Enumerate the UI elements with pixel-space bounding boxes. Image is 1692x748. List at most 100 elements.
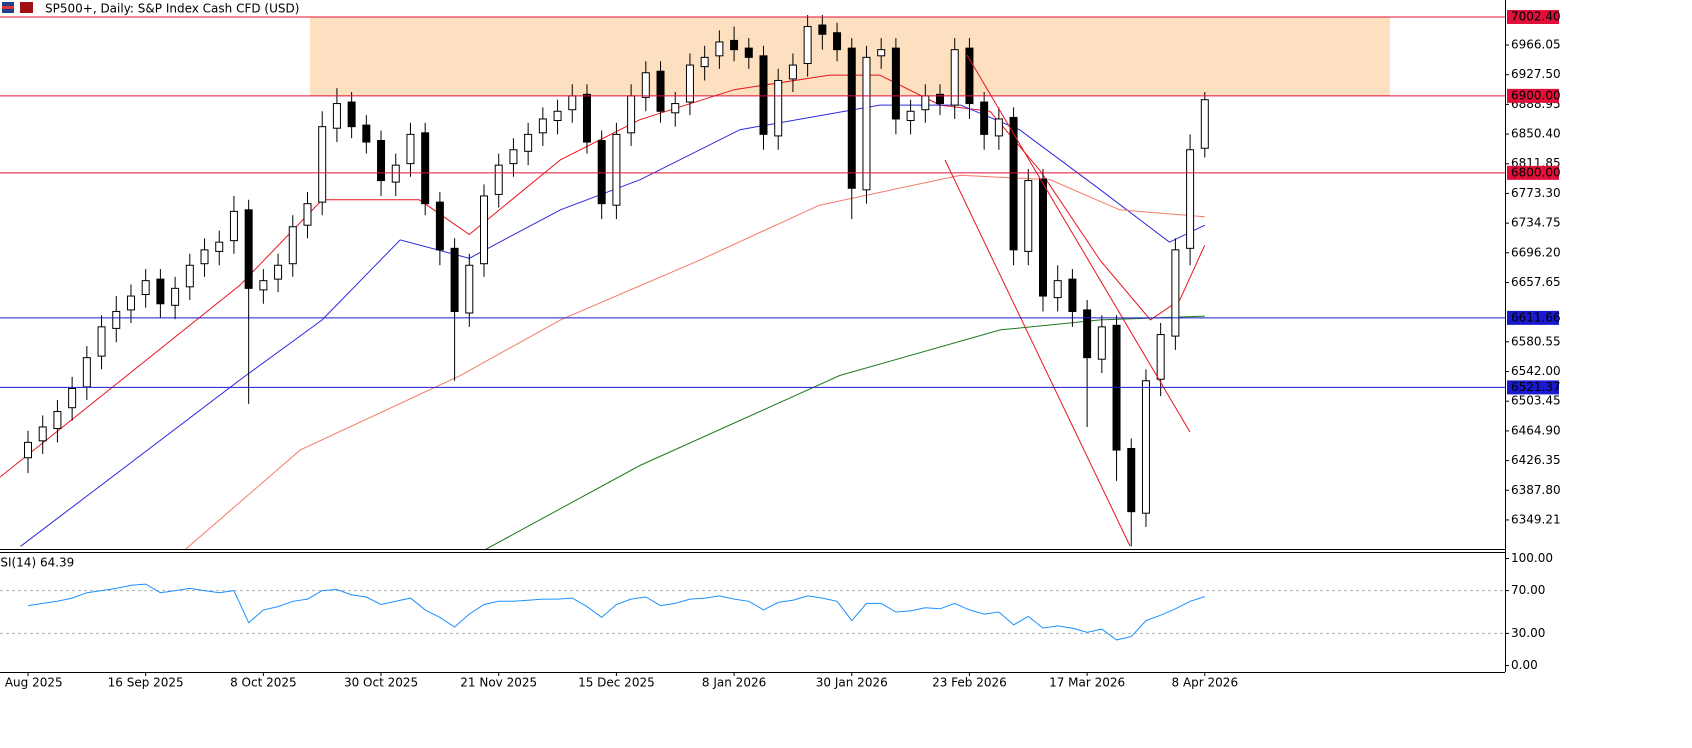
trend-line bbox=[966, 54, 1191, 433]
candle-body bbox=[53, 411, 62, 429]
candle-body bbox=[759, 55, 768, 135]
level-label-box bbox=[1507, 10, 1559, 25]
level-label-box bbox=[1507, 88, 1559, 103]
y-tick-label: 6426.35 bbox=[1511, 453, 1561, 467]
candle-body bbox=[641, 72, 650, 98]
trend-line bbox=[944, 159, 1131, 547]
y-tick-label: 6580.55 bbox=[1511, 334, 1561, 348]
candle-body bbox=[465, 264, 474, 314]
candle-body bbox=[229, 210, 238, 242]
candle-body bbox=[715, 41, 724, 57]
candle-body bbox=[980, 101, 989, 135]
candle-body bbox=[318, 126, 327, 203]
candle-body bbox=[847, 47, 856, 189]
candle-body bbox=[274, 264, 283, 280]
candle-body bbox=[24, 441, 32, 459]
y-tick-label: 6696.20 bbox=[1511, 245, 1561, 259]
candle-body bbox=[627, 95, 636, 134]
candle-body bbox=[200, 249, 209, 265]
candle-body bbox=[185, 264, 194, 288]
candle-body bbox=[509, 149, 518, 165]
candle-body bbox=[112, 310, 121, 329]
candle-body bbox=[950, 49, 959, 106]
y-tick-label: 6966.05 bbox=[1511, 38, 1561, 52]
candle-body bbox=[332, 103, 341, 129]
candle-body bbox=[1127, 448, 1136, 513]
candle-body bbox=[288, 226, 297, 265]
x-tick-label: 8 Oct 2025 bbox=[230, 676, 297, 690]
y-tick-label: 6542.00 bbox=[1511, 364, 1561, 378]
candle-body bbox=[656, 70, 665, 112]
candle-body bbox=[347, 101, 356, 128]
candle-body bbox=[141, 280, 150, 296]
candle-body bbox=[994, 118, 1003, 137]
level-label: 6521.37 bbox=[1511, 380, 1561, 394]
y-tick-label: 6387.80 bbox=[1511, 483, 1561, 497]
candle-body bbox=[936, 93, 945, 105]
level-label-box bbox=[1507, 165, 1559, 180]
x-tick-label: 16 Sep 2025 bbox=[108, 676, 184, 690]
candle-body bbox=[744, 47, 753, 58]
candle-body bbox=[1038, 178, 1047, 297]
candle-body bbox=[877, 49, 886, 57]
candle-body bbox=[362, 124, 371, 143]
candle-body bbox=[730, 39, 739, 51]
flag-stripe bbox=[2, 6, 14, 9]
x-tick-label: 8 Apr 2026 bbox=[1172, 676, 1239, 690]
moving-average bbox=[485, 315, 1205, 550]
candle-body bbox=[1200, 99, 1209, 149]
candle-body bbox=[700, 56, 709, 68]
candle-body bbox=[538, 118, 547, 134]
x-tick-label: 21 Nov 2025 bbox=[460, 676, 537, 690]
candle-body bbox=[774, 79, 783, 137]
y-tick-label: 6927.50 bbox=[1511, 67, 1561, 81]
y-tick-label: 6850.40 bbox=[1511, 127, 1561, 141]
x-tick-label: 30 Jan 2026 bbox=[816, 676, 888, 690]
level-label-box bbox=[1507, 310, 1559, 325]
candle-body bbox=[582, 93, 591, 143]
y-tick-label: 6734.75 bbox=[1511, 216, 1561, 230]
x-tick-label: 17 Mar 2026 bbox=[1049, 676, 1125, 690]
candle-body bbox=[833, 32, 842, 51]
candle-body bbox=[1156, 334, 1165, 380]
candle-body bbox=[553, 110, 562, 122]
candle-body bbox=[421, 132, 430, 205]
level-label: 6611.66 bbox=[1511, 310, 1561, 324]
candle-body bbox=[965, 47, 974, 105]
candle-body bbox=[1009, 116, 1018, 251]
trend-lines bbox=[944, 54, 1191, 547]
y-tick-label: 6657.65 bbox=[1511, 275, 1561, 289]
chart-icon bbox=[20, 2, 33, 13]
y-tick-label: 6349.21 bbox=[1511, 512, 1561, 526]
x-tick-label: 15 Dec 2025 bbox=[578, 676, 655, 690]
candle-body bbox=[1097, 326, 1106, 360]
x-tick-label: 5 Aug 2025 bbox=[0, 676, 63, 690]
moving-average bbox=[20, 104, 1206, 547]
candle-body bbox=[671, 103, 680, 114]
candle-body bbox=[406, 133, 415, 165]
candle-body bbox=[391, 164, 400, 183]
y-tick-label: 100.00 bbox=[1511, 551, 1553, 565]
candle-body bbox=[1024, 180, 1033, 252]
candle-body bbox=[215, 241, 224, 252]
candle-body bbox=[68, 387, 77, 409]
candle-body bbox=[1083, 309, 1092, 359]
candle-body bbox=[82, 357, 91, 388]
candle-body bbox=[494, 164, 503, 195]
candle-body bbox=[1068, 278, 1077, 312]
y-tick-label: 6464.90 bbox=[1511, 423, 1561, 437]
y-tick-label: 0.00 bbox=[1511, 658, 1538, 672]
candle-body bbox=[97, 326, 106, 357]
candle-body bbox=[1171, 249, 1180, 337]
x-tick-label: 8 Jan 2026 bbox=[702, 676, 766, 690]
candle-body bbox=[1186, 149, 1195, 249]
rsi-title: RSI(14) 64.39 bbox=[0, 556, 74, 570]
x-tick-label: 30 Oct 2025 bbox=[344, 676, 418, 690]
candle-body bbox=[377, 140, 386, 182]
symbol-icons bbox=[2, 2, 33, 13]
candle-body bbox=[435, 201, 444, 251]
rsi-line bbox=[27, 583, 1205, 641]
y-tick-label: 6503.45 bbox=[1511, 394, 1561, 408]
